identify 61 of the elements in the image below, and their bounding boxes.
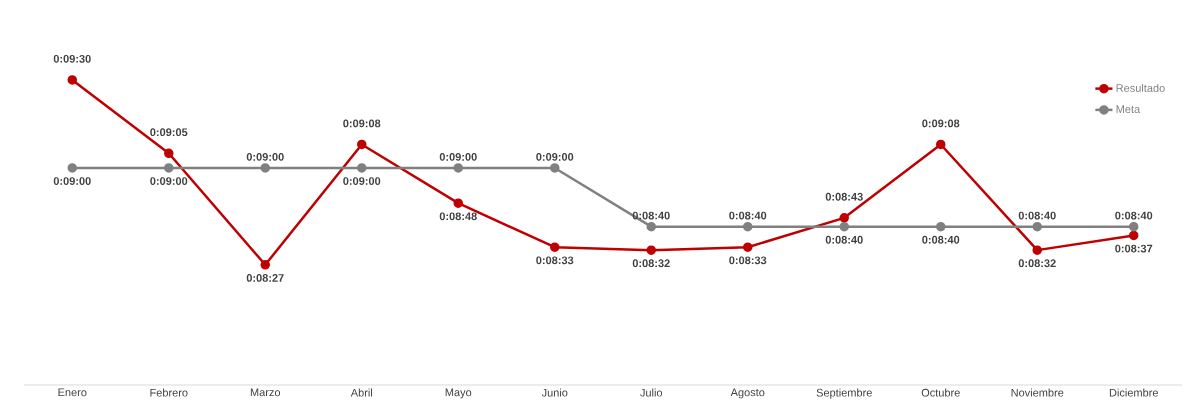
point [260, 163, 271, 173]
data-label: 0:08:40 [825, 235, 863, 244]
data-label: 0:08:33 [729, 256, 767, 265]
data-label: 0:09:08 [922, 119, 960, 128]
point [1032, 245, 1042, 255]
point [839, 221, 849, 232]
data-label: 0:08:33 [536, 256, 574, 265]
data-label: 0:09:00 [439, 152, 477, 161]
x-tick-label: Octubre [921, 388, 960, 397]
data-label: 0:08:48 [439, 212, 477, 221]
data-label: 0:08:37 [1115, 244, 1153, 253]
data-label: 0:08:40 [1115, 211, 1153, 220]
point [1128, 230, 1139, 241]
point [839, 213, 849, 223]
x-tick-label: Noviembre [1011, 388, 1064, 397]
x-tick-label: Mayo [445, 388, 472, 399]
data-label: 0:08:40 [729, 211, 767, 220]
x-tick-label: Agosto [730, 388, 765, 399]
data-label: 0:09:30 [53, 54, 91, 63]
point [646, 221, 656, 232]
data-label: 0:09:00 [53, 177, 91, 185]
legend-label: Meta [1116, 105, 1141, 114]
data-label: 0:09:00 [150, 177, 188, 185]
legend-label: Resultado [1116, 83, 1165, 92]
point [646, 245, 656, 255]
point [936, 139, 946, 150]
x-tick-label: Septiembre [816, 388, 872, 399]
point [550, 242, 560, 252]
x-tick-label: Enero [58, 388, 87, 397]
point [453, 198, 464, 208]
x-tick-label: Febrero [150, 388, 188, 397]
data-label: 0:08:43 [825, 192, 863, 201]
point [936, 221, 946, 232]
x-tick-label: Junio [541, 388, 568, 397]
data-label: 0:09:05 [150, 128, 188, 137]
point [550, 163, 560, 173]
point [357, 139, 367, 150]
data-label: 0:08:32 [632, 259, 670, 268]
point [67, 163, 78, 173]
point [743, 221, 753, 232]
point [357, 163, 367, 173]
x-tick-label: Diciembre [1109, 388, 1158, 397]
point [1032, 221, 1042, 232]
point [743, 242, 753, 252]
data-label: 0:08:32 [1018, 259, 1056, 268]
point [260, 260, 271, 270]
data-label: 0:08:27 [246, 274, 284, 282]
data-label: 0:09:00 [246, 152, 284, 161]
data-label: 0:09:08 [343, 119, 381, 128]
x-tick-label: Marzo [250, 388, 281, 397]
data-label: 0:09:00 [536, 152, 574, 161]
data-label: 0:09:00 [343, 177, 381, 185]
point [453, 163, 464, 173]
data-label: 0:08:40 [1018, 211, 1056, 220]
data-label: 0:08:40 [922, 235, 960, 244]
x-tick-label: Julio [640, 388, 663, 397]
x-tick-label: Abril [350, 388, 373, 397]
point [67, 75, 78, 85]
point [164, 148, 174, 159]
point [164, 163, 174, 173]
point [1128, 221, 1139, 232]
